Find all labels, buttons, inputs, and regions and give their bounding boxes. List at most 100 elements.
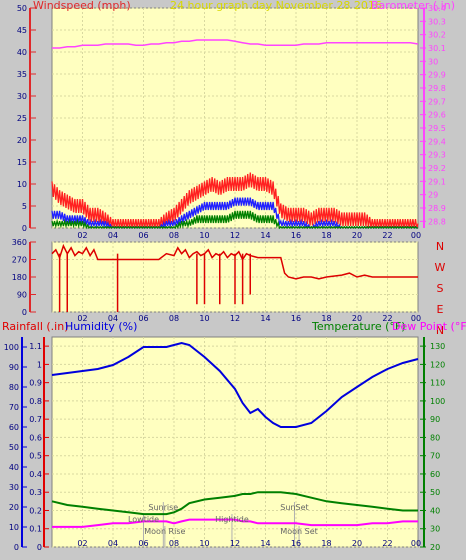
x-tick-label: 00 [411, 314, 421, 323]
humidity-tick-label: 60 [9, 423, 19, 432]
windspeed-tick-label: 40 [17, 48, 27, 57]
event-label: Hightide [215, 515, 249, 524]
barometer-tick-label: 29.5 [428, 124, 446, 133]
windspeed-axis-title: Windspeed (mph) [33, 0, 131, 12]
x-tick-label: 14 [260, 231, 270, 240]
windspeed-tick-label: 20 [17, 136, 27, 145]
x-tick-label: 10 [199, 231, 209, 240]
compass-label: W [435, 261, 446, 274]
x-tick-label: 22 [382, 314, 392, 323]
windspeed-tick-label: 5 [22, 202, 27, 211]
rainfall-tick-label: 1.1 [29, 342, 42, 351]
x-tick-label: 16 [291, 231, 301, 240]
tick-labels: 0202020404040606060808081010101212121414… [4, 4, 446, 552]
x-tick-label: 06 [138, 539, 148, 548]
rainfall-tick-label: 0.9 [29, 379, 42, 388]
x-tick-label: 16 [291, 314, 301, 323]
x-tick-label: 08 [169, 314, 179, 323]
x-tick-label: 14 [260, 539, 270, 548]
compass-label: E [437, 303, 444, 316]
x-tick-label: 08 [169, 231, 179, 240]
x-tick-label: 04 [108, 314, 118, 323]
barometer-tick-label: 29.3 [428, 151, 446, 160]
humidity-tick-label: 100 [4, 343, 19, 352]
rainfall-tick-label: 0.5 [29, 452, 42, 461]
humidity-tick-label: 20 [9, 503, 19, 512]
x-tick-label: 06 [138, 314, 148, 323]
temperature-tick-label: 110 [430, 379, 445, 388]
event-label: Moon Rise [144, 527, 185, 536]
wind-low-series [51, 210, 418, 230]
barometer-series [52, 39, 419, 49]
windspeed-tick-label: 15 [17, 158, 27, 167]
humidity-tick-label: 30 [9, 483, 19, 492]
rainfall-tick-label: 1 [37, 360, 42, 369]
wind-gust-series [51, 172, 419, 229]
x-tick-label: 10 [199, 539, 209, 548]
x-tick-label: 16 [291, 539, 301, 548]
temperature-series [51, 491, 418, 516]
humidity-tick-label: 70 [9, 403, 19, 412]
temperature-axis-title: Temperature (°F) [311, 320, 406, 333]
humidity-tick-label: 80 [9, 383, 19, 392]
windspeed-tick-label: 10 [17, 180, 27, 189]
wind-direction-tick-label: 0 [22, 308, 27, 317]
x-tick-label: 04 [108, 539, 118, 548]
rainfall-tick-label: 0 [37, 543, 42, 552]
temperature-tick-label: 20 [430, 543, 440, 552]
rainfall-tick-label: 0.6 [29, 433, 42, 442]
dew-point-axis-title: Dew Point (°F) [392, 320, 466, 333]
x-tick-label: 18 [321, 314, 331, 323]
x-tick-label: 14 [260, 314, 270, 323]
windspeed-tick-label: 50 [17, 4, 27, 13]
barometer-tick-label: 29.6 [428, 111, 446, 120]
barometer-tick-label: 29.8 [428, 84, 446, 93]
compass-label: N [436, 240, 444, 253]
x-tick-label: 12 [230, 231, 240, 240]
rainfall-axis-title: Rainfall (.in) [2, 320, 69, 333]
x-tick-label: 02 [77, 231, 87, 240]
dew-point-series [52, 518, 418, 528]
rainfall-tick-label: 0.3 [29, 488, 42, 497]
humidity-tick-label: 10 [9, 523, 19, 532]
x-tick-label: 02 [77, 314, 87, 323]
x-tick-label: 12 [230, 314, 240, 323]
x-tick-label: 00 [411, 539, 421, 548]
temperature-tick-label: 40 [430, 506, 440, 515]
humidity-series [51, 341, 419, 428]
temperature-tick-label: 30 [430, 525, 440, 534]
wind-direction-tick-label: 180 [12, 273, 27, 282]
x-tick-label: 08 [169, 539, 179, 548]
event-label: Moon Set [280, 527, 317, 536]
barometer-tick-label: 29.2 [428, 164, 446, 173]
x-tick-label: 02 [77, 539, 87, 548]
temperature-tick-label: 130 [430, 342, 445, 351]
event-label: Lowtide [128, 515, 159, 524]
windspeed-tick-label: 35 [17, 70, 27, 79]
compass-label: S [437, 282, 444, 295]
temperature-tick-label: 50 [430, 488, 440, 497]
barometer-tick-label: 28.9 [428, 204, 446, 213]
x-tick-label: 18 [321, 231, 331, 240]
x-tick-label: 20 [352, 231, 362, 240]
rainfall-tick-label: 0.4 [29, 470, 42, 479]
event-label: Sunrise [148, 503, 178, 512]
temperature-tick-label: 90 [430, 415, 440, 424]
windspeed-tick-label: 0 [22, 224, 27, 233]
barometer-tick-label: 30.2 [428, 31, 446, 40]
rainfall-tick-label: 0.1 [29, 525, 42, 534]
x-tick-label: 12 [230, 539, 240, 548]
temperature-tick-label: 120 [430, 360, 445, 369]
humidity-axis-title: Humidity (%) [65, 320, 137, 333]
barometer-tick-label: 30.4 [428, 4, 446, 13]
x-tick-label: 22 [382, 231, 392, 240]
temperature-tick-label: 60 [430, 470, 440, 479]
wind-direction-tick-label: 90 [17, 291, 27, 300]
axes [21, 7, 426, 548]
x-tick-label: 06 [138, 231, 148, 240]
x-tick-label: 00 [411, 231, 421, 240]
wind-direction-series [51, 243, 418, 280]
event-label: SunSet [280, 503, 308, 512]
windspeed-tick-label: 25 [17, 114, 27, 123]
